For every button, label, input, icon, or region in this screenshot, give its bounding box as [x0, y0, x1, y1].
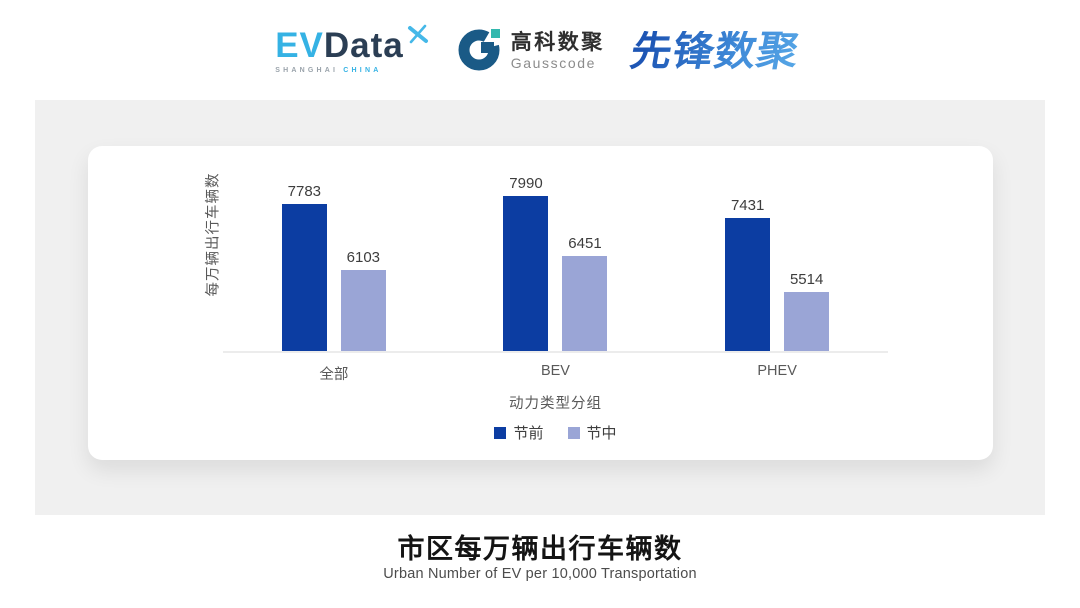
legend-item: 节中 [567, 422, 617, 443]
value-label: 5514 [789, 271, 824, 289]
category-label: BEV [540, 363, 570, 379]
category-row: 全部 BEV PHEV [223, 363, 888, 384]
legend-label: 节前 [513, 425, 544, 442]
pioneer-logo: 先锋数聚 [627, 28, 808, 74]
value-label: 7431 [730, 197, 765, 214]
evdata-subtitle: SHANGHAI CHINA [275, 67, 430, 74]
bar: 7990 [503, 175, 549, 351]
gausscode-logo: 高科数聚 Gausscode [456, 26, 605, 77]
evdata-logo: EV Data SHANGHAI CHINA [275, 24, 430, 74]
logo-bar: EV Data SHANGHAI CHINA 高科数聚 Gausscode [0, 16, 1080, 86]
bar-group: 7431 5514 [725, 197, 830, 351]
plot-area: 7783 6103 7990 6451 7431 5514 [223, 163, 888, 353]
bar-group: 7783 6103 [281, 183, 386, 351]
category-label: PHEV [757, 363, 797, 379]
value-label: 6103 [346, 248, 381, 266]
category-label: 全部 [319, 367, 349, 383]
gausscode-zh-label: 高科数聚 [510, 30, 605, 54]
bar: 6103 [340, 249, 386, 351]
bar: 5514 [784, 271, 830, 351]
page-title: 市区每万辆出行车辆数 [397, 534, 683, 564]
evdata-sub-china: CHINA [343, 67, 382, 74]
evdata-sub-shanghai: SHANGHAI [275, 67, 339, 74]
page-subtitle: Urban Number of EV per 10,000 Transporta… [383, 566, 697, 582]
value-label: 7783 [287, 183, 322, 201]
x-axis-title: 动力类型分组 [509, 396, 602, 412]
evdata-data-text: Data [323, 26, 404, 65]
chart-card: 每万辆出行车辆数 7783 6103 7990 6451 7431 5514 全部 BEV P… [88, 146, 993, 460]
sparkle-x-icon [406, 22, 430, 50]
value-label: 6451 [568, 235, 602, 252]
gausscode-text: 高科数聚 Gausscode [511, 31, 605, 71]
gausscode-g-icon [456, 26, 502, 77]
evdata-ev-text: EV [275, 26, 324, 65]
gausscode-en-label: Gausscode [510, 54, 597, 71]
legend-label: 节中 [586, 425, 617, 442]
bar: 7783 [281, 183, 327, 351]
legend-swatch [494, 426, 507, 439]
bar: 7431 [725, 197, 771, 351]
bar-group: 7990 6451 [503, 175, 608, 351]
legend-swatch [567, 426, 580, 439]
legend: 节前 节中 [223, 422, 888, 443]
bar: 6451 [562, 235, 608, 351]
y-axis-title: 每万辆出行车辆数 [205, 172, 222, 297]
value-label: 7990 [509, 175, 543, 193]
chart-panel: 每万辆出行车辆数 7783 6103 7990 6451 7431 5514 全部 BEV P… [35, 100, 1045, 515]
legend-item: 节前 [494, 422, 544, 443]
evdata-wordmark: EV Data [275, 24, 430, 65]
